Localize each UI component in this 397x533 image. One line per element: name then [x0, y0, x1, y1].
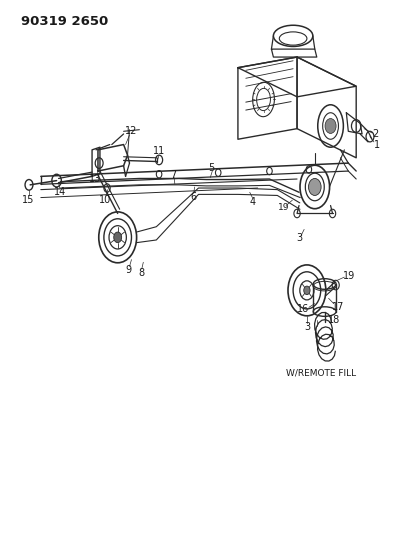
Circle shape [308, 179, 321, 196]
Text: 2: 2 [372, 129, 378, 139]
Text: 15: 15 [22, 195, 35, 205]
Text: 18: 18 [328, 314, 341, 325]
Text: 1: 1 [374, 140, 380, 150]
Text: 10: 10 [99, 195, 111, 205]
Text: 90319 2650: 90319 2650 [21, 14, 108, 28]
Text: 6: 6 [190, 191, 196, 201]
Text: W/REMOTE FILL: W/REMOTE FILL [286, 368, 356, 377]
Text: 7: 7 [170, 170, 176, 180]
Text: 5: 5 [208, 164, 214, 173]
Text: 3: 3 [296, 233, 302, 244]
Text: 14: 14 [54, 187, 66, 197]
Text: 16: 16 [297, 304, 310, 314]
Text: 19: 19 [278, 203, 289, 212]
Text: 3: 3 [304, 322, 310, 333]
Text: 11: 11 [153, 146, 165, 156]
Text: 12: 12 [125, 126, 138, 136]
Text: 8: 8 [139, 268, 145, 278]
Text: 4: 4 [250, 197, 256, 207]
Text: 9: 9 [126, 265, 132, 275]
Circle shape [114, 232, 121, 243]
Text: 17: 17 [332, 302, 345, 312]
Circle shape [325, 118, 336, 133]
Circle shape [304, 286, 310, 295]
Text: 19: 19 [343, 271, 355, 280]
Text: 13: 13 [89, 174, 101, 184]
